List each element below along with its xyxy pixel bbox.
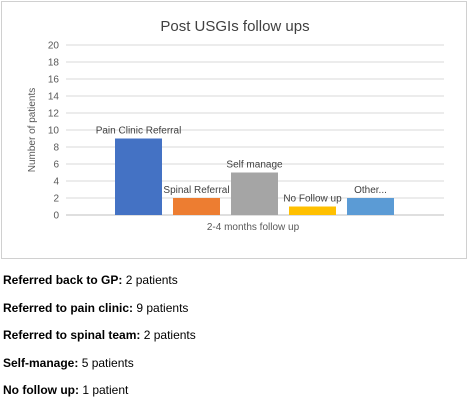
y-axis-ticks: 0 2 4 6 8 10 12 14 16 18 20 <box>48 41 60 222</box>
note-spinal-team: Referred to spinal team: 2 patients <box>3 326 463 344</box>
y-tick-label: 8 <box>53 143 59 154</box>
y-tick-label: 6 <box>53 160 59 171</box>
note-pain-clinic-label: Referred to pain clinic: <box>3 300 134 315</box>
note-pain-clinic-value: 9 patients <box>133 300 189 315</box>
y-tick-label: 12 <box>48 109 60 120</box>
bar <box>115 138 162 215</box>
note-self-manage: Self-manage: 5 patients <box>3 354 463 372</box>
chart-frame: Post USGIs follow ups 0 2 4 6 8 10 12 14 16 18 20 … <box>1 1 467 259</box>
bar-category-label: Self manage <box>226 160 283 171</box>
note-no-follow-up-value: 1 patient <box>78 383 129 397</box>
bars <box>115 138 394 215</box>
note-no-follow-up-label: No follow up: <box>3 383 79 397</box>
note-spinal-team-value: 2 patients <box>140 328 196 342</box>
note-gp-value: 2 patients <box>122 273 178 287</box>
bar <box>173 198 220 215</box>
note-gp-label: Referred back to GP: <box>3 273 123 287</box>
y-tick-label: 2 <box>53 194 59 205</box>
bar <box>231 172 278 215</box>
bar <box>289 206 336 215</box>
chart-title: Post USGIs follow ups <box>160 18 309 35</box>
y-tick-label: 4 <box>53 177 59 188</box>
note-no-follow-up: No follow up: 1 patient <box>3 381 463 399</box>
note-gp: Referred back to GP: 2 patients <box>3 271 463 289</box>
y-tick-label: 10 <box>48 126 60 137</box>
bar-chart: Post USGIs follow ups 02468101214161820 … <box>27 18 444 233</box>
y-tick-label: 18 <box>48 58 60 69</box>
bar <box>347 198 394 215</box>
bar-category-label: Spinal Referral <box>163 185 229 196</box>
y-tick-label: 20 <box>48 41 60 52</box>
bar-category-label: No Follow up <box>283 194 342 205</box>
summary-notes: Referred back to GP: 2 patients Referred… <box>3 271 463 409</box>
note-self-manage-value: 5 patients <box>78 355 134 370</box>
note-self-manage-label: Self-manage: <box>3 355 79 370</box>
bar-category-label: Pain Clinic Referral <box>96 126 182 137</box>
y-axis-label: Number of patients <box>27 88 38 173</box>
y-tick-label: 14 <box>48 92 60 103</box>
bar-labels: Pain Clinic Referral Spinal Referral Self … <box>96 126 387 205</box>
note-spinal-team-label: Referred to spinal team: <box>3 328 141 342</box>
bar-category-label: Other... <box>354 185 387 196</box>
x-axis-label: 2-4 months follow up <box>207 222 300 233</box>
y-tick-label: 0 <box>53 211 59 222</box>
y-tick-label: 16 <box>48 75 60 86</box>
note-pain-clinic: Referred to pain clinic: 9 patients <box>3 299 463 317</box>
